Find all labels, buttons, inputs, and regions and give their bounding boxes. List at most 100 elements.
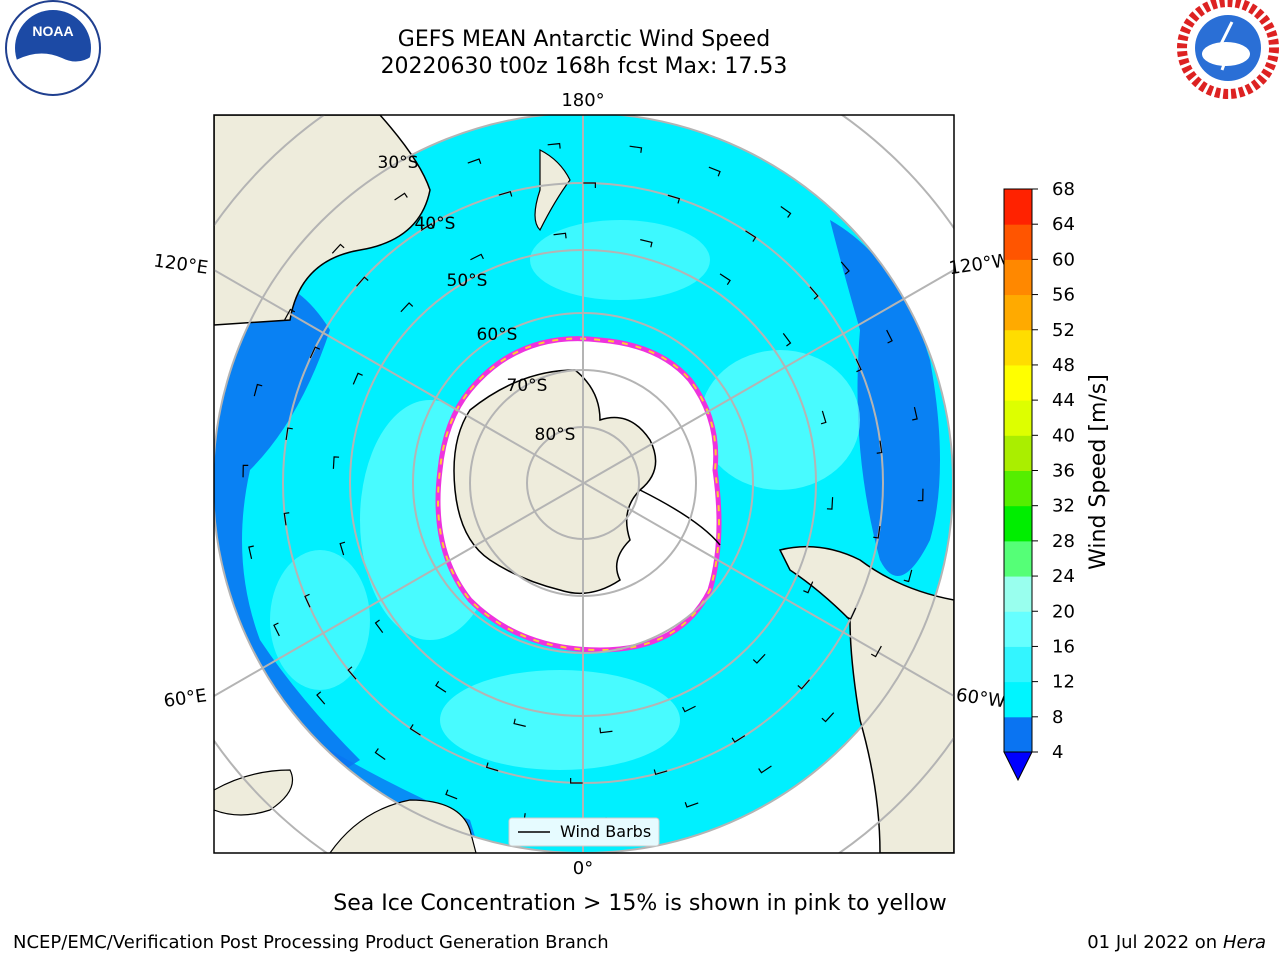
footer-credit: NCEP/EMC/Verification Post Processing Pr… [13, 932, 609, 953]
chart-title: GEFS MEAN Antarctic Wind Speed [397, 27, 771, 52]
lon-label-0: 0° [573, 858, 593, 879]
wind-barb [352, 372, 363, 385]
colorbar-segment [1004, 400, 1032, 436]
colorbar-segment [1004, 364, 1032, 401]
wind-barb [640, 239, 653, 248]
wind-barb [283, 512, 290, 526]
colorbar-tick-label: 60 [1052, 249, 1075, 270]
colorbar-segment [1004, 224, 1032, 260]
map-frame [213, 114, 955, 854]
colorbar-tick-label: 28 [1052, 531, 1075, 552]
wind-barb [845, 607, 857, 620]
wind-barb [570, 777, 583, 784]
noaa-logo: NOAA [5, 0, 101, 96]
colorbar-tick-label: 4 [1052, 742, 1063, 763]
wind-barb [284, 308, 296, 321]
wind-barb [498, 190, 513, 197]
colorbar-tick-label: 24 [1052, 566, 1075, 587]
lon-label-60w: 60°W [955, 685, 1007, 713]
wind-barb [752, 653, 766, 664]
colorbar-segment [1004, 329, 1032, 366]
wind-barb [803, 581, 814, 594]
lat-label-30s: 30°S [378, 153, 419, 173]
lat-label-40s: 40°S [415, 214, 456, 234]
colorbar-segment [1004, 540, 1032, 577]
wind-barb [248, 545, 254, 559]
colorbar-tick-label: 64 [1052, 214, 1075, 235]
africa [329, 799, 477, 853]
colorbar-tick-label: 12 [1052, 672, 1075, 693]
lon-label-120e: 120°E [152, 250, 209, 278]
wind-barb [903, 569, 913, 583]
colorbar-tick-label: 32 [1052, 496, 1075, 517]
wind-barb [682, 705, 696, 713]
wind-barb [420, 223, 435, 231]
footer-date-text: 01 Jul 2022 on [1087, 932, 1218, 953]
wind-barb [467, 158, 482, 164]
wind-barb [547, 142, 561, 149]
wind-barb [409, 724, 421, 736]
wind-barb [339, 541, 346, 556]
lat-label-70s: 70°S [507, 376, 548, 396]
colorbar-segment [1004, 294, 1032, 331]
wind-barb [780, 205, 792, 218]
lat-label-80s: 80°S [535, 425, 576, 445]
madagascar [214, 769, 294, 816]
colorbar-segment [1004, 681, 1032, 718]
wind-barb [876, 440, 883, 454]
wind-barb [782, 333, 792, 347]
wind-barb [797, 679, 810, 690]
wind-barb [513, 718, 526, 727]
wind-barb [855, 358, 862, 373]
map-legend: Wind Barbs [508, 817, 660, 847]
wind-barb [840, 261, 850, 275]
colorbar-tick-label: 48 [1052, 355, 1075, 376]
wind-barb [873, 525, 881, 539]
wind-barb [684, 802, 699, 808]
legend-label: Wind Barbs [560, 822, 651, 841]
wind-barb [273, 622, 280, 637]
longitude-gridlines [214, 115, 954, 853]
colorbar-tick-label: 56 [1052, 285, 1075, 306]
colorbar-segment [1004, 611, 1032, 647]
wind-barb [400, 302, 414, 313]
wind-barb [332, 456, 340, 469]
sea-ice-note: Sea Ice Concentration > 15% is shown in … [333, 891, 947, 916]
wind-barb [826, 497, 834, 510]
wind-barb [599, 727, 613, 734]
wind-barb [347, 666, 357, 680]
colorbar-segment [1004, 646, 1032, 683]
svg-text:NOAA: NOAA [32, 23, 73, 39]
colorbar-tick-label: 16 [1052, 636, 1075, 657]
colorbar-tick-label: 36 [1052, 461, 1075, 482]
wind-barb [821, 712, 835, 723]
wind-barb [394, 192, 408, 201]
wind-barb [316, 691, 326, 705]
colorbar-tick-label: 20 [1052, 601, 1075, 622]
colorbar-under-arrow [1003, 751, 1033, 782]
map-area: Wind Barbs [214, 115, 954, 853]
wind-barb [304, 593, 311, 608]
colorbar-tick-label: 40 [1052, 425, 1075, 446]
wind-barb [253, 383, 263, 397]
wind-barb [309, 346, 321, 359]
colorbar-tick-label: 68 [1052, 179, 1075, 200]
wind-barb [242, 464, 249, 478]
wind-barb [820, 410, 827, 425]
lat-label-50s: 50°S [447, 271, 488, 291]
footer-host: Hera [1222, 932, 1266, 953]
colorbar-label: Wind Speed [m/s] [1086, 374, 1111, 570]
lon-label-180: 180° [561, 90, 604, 111]
wind-barb [485, 762, 499, 772]
wind-barb [374, 748, 386, 761]
chart-subtitle: 20220630 t00z 168h fcst Max: 17.53 [380, 54, 788, 79]
colorbar-segment [1004, 435, 1032, 471]
lon-label-60e: 60°E [162, 685, 208, 712]
colorbar-segment [1004, 470, 1032, 507]
wind-barb [356, 276, 369, 287]
wind-barb [745, 230, 757, 242]
colorbar-segment [1004, 259, 1032, 296]
colorbar-segment [1004, 189, 1032, 225]
